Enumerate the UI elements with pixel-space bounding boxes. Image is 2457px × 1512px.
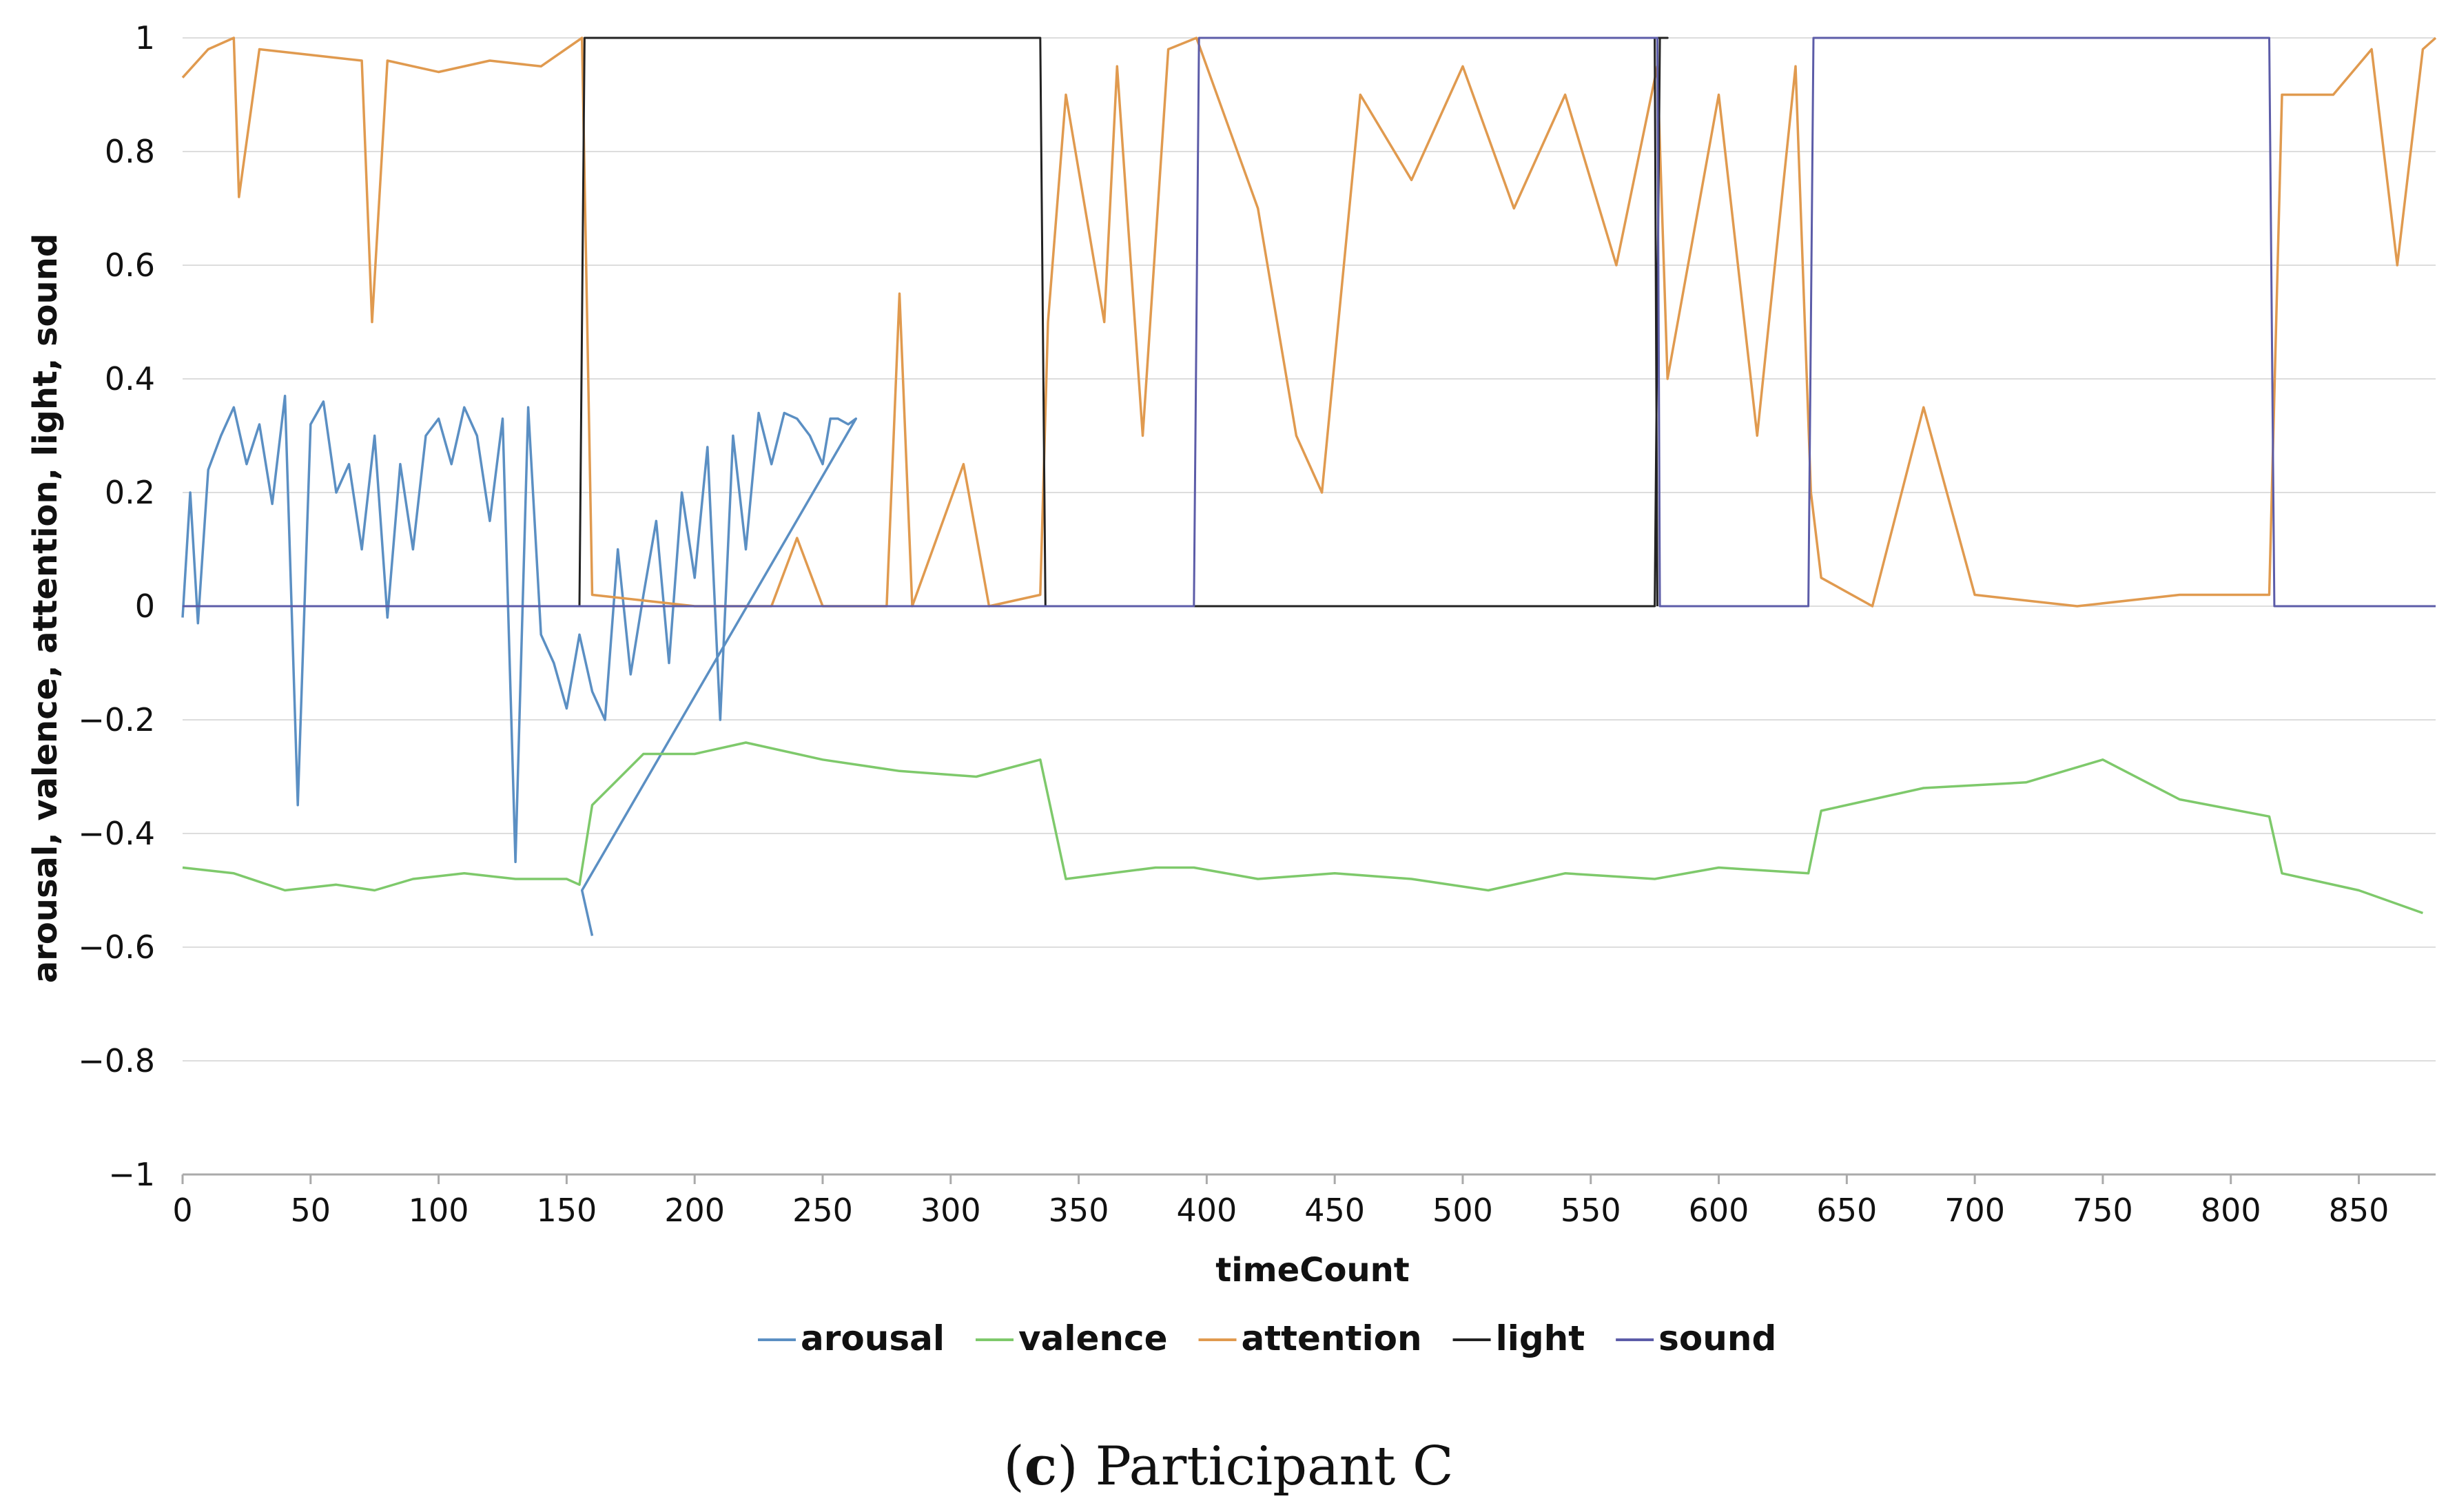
series-line-sound — [183, 37, 2436, 608]
x-tick-label: 200 — [664, 1192, 725, 1229]
x-tick-label: 750 — [2073, 1192, 2133, 1229]
x-tick-label: 500 — [1432, 1192, 1493, 1229]
caption-text: ) Participant C — [1057, 1436, 1453, 1498]
x-tick-label: 250 — [792, 1192, 853, 1229]
legend-label: sound — [1658, 1318, 1776, 1358]
x-axis-title: timeCount — [1215, 1251, 1409, 1290]
y-tick-label: 0.4 — [105, 360, 155, 397]
legend-label: valence — [1018, 1318, 1168, 1358]
y-tick-label: 1 — [135, 19, 155, 56]
legend-item-sound: sound — [1616, 1318, 1776, 1358]
x-tick-label: 850 — [2329, 1192, 2389, 1229]
legend-item-attention: attention — [1198, 1318, 1422, 1358]
x-tick-label: 400 — [1176, 1192, 1237, 1229]
legend-label: arousal — [801, 1318, 945, 1358]
legend-item-arousal: arousal — [758, 1318, 945, 1358]
x-tick-label: 300 — [921, 1192, 981, 1229]
caption-letter: c — [1025, 1435, 1058, 1498]
x-tick-label: 0 — [172, 1192, 192, 1229]
legend-label: attention — [1242, 1318, 1422, 1358]
series-line-light — [183, 37, 1669, 608]
y-tick-label: 0.6 — [105, 247, 155, 284]
caption-open-paren: ( — [1003, 1436, 1024, 1498]
legend: arousal valence attention light sound — [758, 1318, 1776, 1358]
tick-layer: −1 −0.8 −0.6 −0.4 −0.2 0 0.2 0.4 0.6 0.8 1 0 50 100 15… — [78, 19, 2389, 1229]
x-tick-label: 350 — [1049, 1192, 1109, 1229]
y-tick-label: 0 — [135, 588, 155, 625]
y-tick-label: −1 — [108, 1156, 155, 1193]
legend-label: light — [1496, 1318, 1585, 1358]
figure-caption: (c) Participant C — [1003, 1435, 1453, 1498]
x-tick-label: 650 — [1816, 1192, 1877, 1229]
y-tick-label: −0.6 — [78, 929, 155, 966]
x-tick-label: 600 — [1689, 1192, 1749, 1229]
x-tick-label: 150 — [536, 1192, 597, 1229]
x-tick-label: 800 — [2201, 1192, 2261, 1229]
legend-item-light: light — [1452, 1318, 1585, 1358]
series-layer — [181, 37, 2437, 936]
series-line-arousal — [181, 395, 858, 936]
y-tick-label: −0.4 — [78, 815, 155, 852]
y-tick-label: −0.2 — [78, 701, 155, 738]
x-tick-label: 450 — [1304, 1192, 1365, 1229]
x-tick-label: 550 — [1561, 1192, 1621, 1229]
axis-layer — [181, 1173, 2436, 1184]
y-axis-title: arousal, valence, attention, light, soun… — [26, 234, 65, 983]
series-line-valence — [182, 741, 2423, 915]
y-tick-label: 0.8 — [105, 133, 155, 170]
x-tick-label: 100 — [409, 1192, 469, 1229]
x-tick-label: 700 — [1944, 1192, 2005, 1229]
x-tick-label: 50 — [291, 1192, 331, 1229]
series-line-attention — [181, 37, 2437, 608]
y-tick-label: −0.8 — [78, 1042, 155, 1079]
y-tick-label: 0.2 — [105, 474, 155, 511]
legend-item-valence: valence — [975, 1318, 1168, 1358]
